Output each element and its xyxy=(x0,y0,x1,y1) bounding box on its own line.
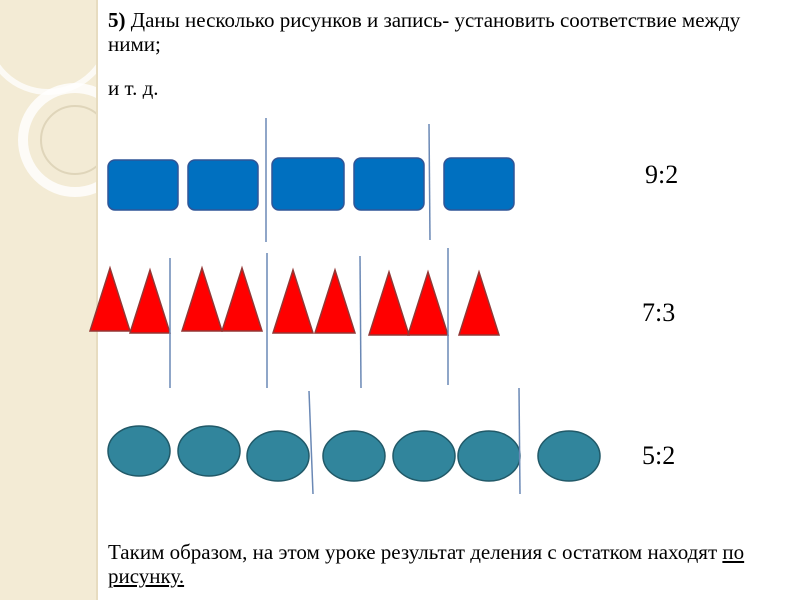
teal-ellipse xyxy=(457,430,521,482)
teal-ellipse xyxy=(322,430,386,482)
task-text: Даны несколько рисунков и запись- устано… xyxy=(108,8,741,56)
task-number: 5) xyxy=(108,8,126,32)
teal-ellipse xyxy=(392,430,456,482)
divider-line xyxy=(308,390,314,495)
red-triangle xyxy=(271,267,315,334)
blue-rectangle xyxy=(107,159,179,211)
etc-text: и т. д. xyxy=(108,76,159,100)
red-triangle xyxy=(406,269,450,336)
divider-line xyxy=(428,123,431,241)
divider-line xyxy=(359,255,362,389)
ratio-label-ellipses: 5:2 xyxy=(642,441,676,470)
conclusion-main: Таким образом, на этом уроке результат д… xyxy=(108,540,723,564)
task-heading: 5) Даны несколько рисунков и запись- уст… xyxy=(108,8,788,56)
blue-rectangle xyxy=(187,159,259,211)
red-triangle xyxy=(367,269,411,336)
conclusion-text: Таким образом, на этом уроке результат д… xyxy=(108,540,788,588)
ellipses-row xyxy=(107,387,601,495)
teal-ellipse xyxy=(246,430,310,482)
ratio-label-triangles: 7:3 xyxy=(642,298,676,327)
ratio-label-rectangles: 9:2 xyxy=(645,160,679,189)
divider-line xyxy=(518,387,521,495)
blue-rectangle xyxy=(353,157,425,211)
teal-ellipse xyxy=(107,425,171,477)
triangles-row xyxy=(88,248,501,389)
blue-rectangle xyxy=(271,157,345,211)
rectangles-row xyxy=(107,118,515,242)
red-triangle xyxy=(220,265,264,332)
red-triangle xyxy=(457,269,501,336)
decorative-side-band xyxy=(0,0,96,600)
blue-rectangle xyxy=(443,157,515,211)
red-triangle xyxy=(180,265,224,332)
red-triangle xyxy=(313,267,357,334)
decorative-rings xyxy=(0,64,96,197)
side-band-edge xyxy=(96,0,98,600)
red-triangle xyxy=(88,265,132,332)
conclusion-underlined: по рисунку. xyxy=(108,540,745,588)
red-triangle xyxy=(128,267,172,334)
teal-ellipse xyxy=(537,430,601,482)
teal-ellipse xyxy=(177,425,241,477)
